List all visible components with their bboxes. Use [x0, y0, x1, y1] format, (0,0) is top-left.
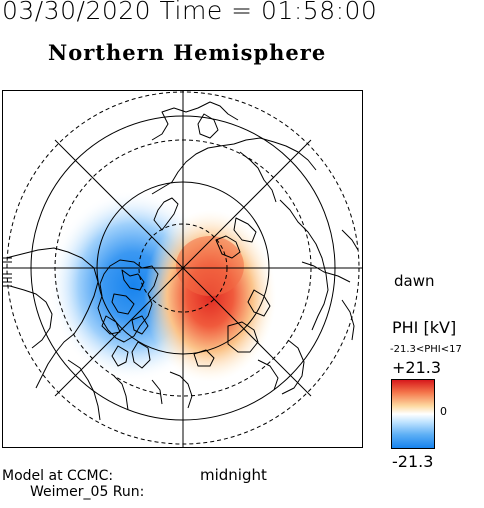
longitude-grid	[2, 90, 363, 448]
colorbar-max-label: +21.3	[392, 358, 442, 377]
midnight-label: midnight	[200, 466, 267, 484]
model-credit: Model at CCMC:	[2, 468, 114, 484]
polar-map	[2, 90, 363, 448]
timestamp-title: 03/30/2020 Time = 01:58:00	[2, 0, 378, 25]
dawn-label: dawn	[394, 272, 435, 290]
run-credit: Weimer_05 Run:	[30, 484, 145, 500]
potential-pattern	[49, 190, 276, 382]
colorbar	[391, 379, 435, 449]
latitude-ticks	[2, 257, 12, 287]
hemisphere-title: Northern Hemisphere	[48, 40, 327, 65]
coastlines	[5, 101, 359, 421]
colorbar-min-label: -21.3	[392, 452, 434, 471]
colorbar-range: -21.3<PHI<17	[390, 344, 462, 355]
colorbar-zero-label: 0	[440, 405, 447, 418]
colorbar-title: PHI [kV]	[392, 318, 457, 337]
